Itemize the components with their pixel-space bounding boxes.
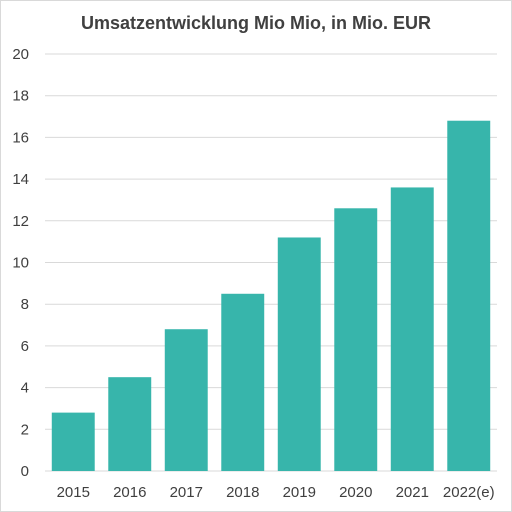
x-tick-label: 2020 [339, 484, 372, 501]
bar-2015 [51, 412, 95, 471]
y-tick-label: 0 [21, 463, 29, 480]
bar-2017 [164, 329, 208, 471]
y-tick-label: 2 [21, 421, 29, 438]
y-tick-label: 18 [12, 88, 29, 105]
bar-2019 [277, 237, 321, 471]
y-tick-label: 6 [21, 338, 29, 355]
x-tick-label: 2015 [57, 484, 90, 501]
bar-2018 [221, 293, 265, 471]
bar-2016 [108, 377, 152, 471]
y-tick-label: 10 [12, 255, 29, 272]
bar-2022(e) [447, 120, 491, 471]
x-tick-label: 2022(e) [443, 484, 495, 501]
x-tick-label: 2019 [283, 484, 316, 501]
x-tick-label: 2021 [396, 484, 429, 501]
y-tick-label: 8 [21, 296, 29, 313]
y-tick-label: 14 [12, 171, 29, 188]
bar-2020 [334, 208, 378, 472]
chart-title: Umsatzentwicklung Mio Mio, in Mio. EUR [80, 13, 431, 33]
bar-2021 [390, 187, 434, 471]
y-tick-label: 4 [21, 380, 29, 397]
y-tick-label: 12 [12, 213, 29, 230]
y-tick-label: 20 [12, 46, 29, 63]
y-tick-label: 16 [12, 129, 29, 146]
x-tick-label: 2016 [113, 484, 146, 501]
x-tick-label: 2018 [226, 484, 259, 501]
x-tick-label: 2017 [170, 484, 203, 501]
